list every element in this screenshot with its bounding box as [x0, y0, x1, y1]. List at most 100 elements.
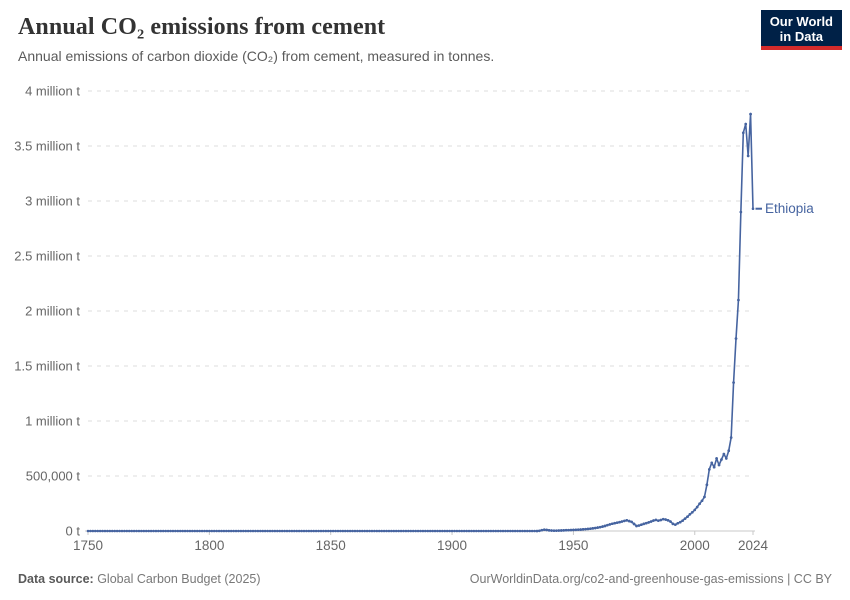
data-point-marker [574, 528, 578, 532]
data-point-marker [314, 529, 318, 533]
data-point-marker [365, 529, 369, 533]
data-point-marker [397, 529, 400, 533]
data-point-marker [368, 529, 371, 533]
data-point-marker [140, 529, 143, 533]
data-point-marker [589, 527, 592, 530]
data-point-marker [678, 520, 682, 524]
data-point-marker [462, 529, 466, 533]
data-point-marker [159, 529, 163, 533]
data-point-marker [283, 529, 286, 533]
data-point-marker [749, 112, 752, 116]
data-point-marker [484, 529, 488, 533]
data-point-marker [455, 529, 459, 533]
data-point-marker [732, 381, 735, 384]
data-point-marker [200, 529, 204, 533]
data-point-marker [387, 529, 391, 533]
data-point-marker [533, 529, 536, 533]
data-point-marker [110, 529, 114, 533]
data-point-marker [382, 529, 386, 533]
data-point-marker [492, 529, 495, 533]
series-line[interactable] [88, 113, 754, 532]
data-point-marker [96, 529, 100, 533]
data-point-marker [208, 529, 211, 533]
data-point-marker [564, 528, 568, 532]
data-point-marker [700, 499, 704, 503]
data-point-marker [482, 529, 485, 533]
data-point-marker [263, 529, 267, 533]
data-point-marker [169, 529, 172, 533]
data-point-marker [280, 529, 284, 533]
data-point-marker [278, 529, 282, 533]
data-point-marker [606, 523, 609, 527]
data-point-marker [164, 529, 167, 533]
data-point-marker [331, 529, 335, 533]
data-point-marker [176, 529, 180, 533]
data-point-marker [535, 529, 539, 533]
data-point-marker [404, 529, 408, 533]
y-tick-label: 4 million t [25, 84, 80, 99]
data-point-marker [251, 529, 255, 533]
data-point-marker [489, 529, 493, 533]
y-tick-label: 2.5 million t [14, 249, 80, 264]
data-point-marker [373, 529, 376, 533]
data-point-marker [154, 529, 158, 533]
data-point-marker [603, 524, 607, 528]
data-point-marker [188, 529, 192, 533]
x-tick-label: 1800 [194, 538, 224, 553]
data-point-marker [465, 529, 468, 533]
data-point-marker [312, 529, 316, 533]
x-tick-label: 1750 [73, 538, 103, 553]
data-point-marker [640, 523, 643, 527]
data-point-marker [472, 529, 476, 533]
owid-logo[interactable]: Our World in Data [760, 10, 842, 50]
data-point-marker [174, 529, 177, 533]
owid-logo-line2: in Data [779, 29, 824, 44]
data-point-marker [698, 502, 701, 506]
owid-logo-line1: Our World [769, 14, 833, 29]
data-point-marker [710, 461, 714, 465]
data-point-marker [487, 529, 490, 533]
entity-label[interactable]: Ethiopia [765, 201, 814, 216]
data-point-marker [649, 520, 653, 523]
data-point-marker [647, 521, 650, 524]
data-point-marker [433, 529, 437, 533]
data-point-marker [470, 529, 473, 533]
data-point-marker [555, 529, 558, 532]
data-point-marker [671, 522, 675, 526]
data-point-marker [513, 529, 517, 533]
data-point-marker [421, 529, 425, 533]
data-point-marker [123, 529, 126, 533]
x-tick-label: 1950 [558, 538, 588, 553]
data-point-marker [669, 520, 672, 523]
data-point-marker [86, 529, 90, 533]
data-point-marker [419, 529, 422, 533]
data-point-marker [572, 528, 575, 532]
data-point-marker [562, 529, 565, 532]
data-point-marker [392, 529, 396, 533]
data-point-marker [438, 529, 442, 533]
data-point-marker [409, 529, 413, 533]
data-point-marker [426, 529, 430, 533]
data-point-marker [703, 495, 706, 499]
data-point-marker [91, 529, 95, 533]
data-point-marker [608, 523, 612, 526]
data-point-marker [106, 529, 109, 533]
data-point-marker [530, 529, 534, 533]
data-point-marker [290, 529, 294, 533]
data-point-marker [380, 529, 383, 533]
data-point-marker [501, 529, 505, 533]
data-point-marker [620, 520, 624, 523]
data-point-marker [288, 529, 291, 533]
data-point-marker [295, 529, 299, 533]
data-point-marker [135, 529, 138, 533]
data-point-marker [458, 529, 461, 533]
data-point-marker [348, 529, 352, 533]
data-point-marker [385, 529, 388, 533]
data-point-marker [584, 527, 587, 531]
data-point-marker [424, 529, 427, 533]
data-point-marker [475, 529, 478, 533]
data-point-marker [120, 529, 124, 533]
data-point-marker [741, 131, 745, 135]
data-point-marker [516, 529, 519, 533]
